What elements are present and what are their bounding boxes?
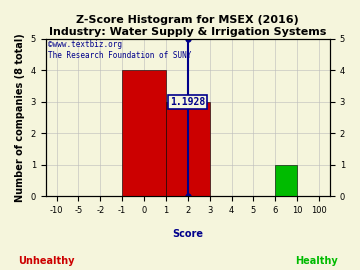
Bar — [166, 102, 210, 196]
Text: 1.1928: 1.1928 — [170, 97, 206, 107]
Text: Healthy: Healthy — [296, 256, 338, 266]
Title: Z-Score Histogram for MSEX (2016)
Industry: Water Supply & Irrigation Systems: Z-Score Histogram for MSEX (2016) Indust… — [49, 15, 327, 37]
Bar — [275, 165, 297, 196]
Text: ©www.textbiz.org
The Research Foundation of SUNY: ©www.textbiz.org The Research Foundation… — [49, 40, 192, 60]
Text: Unhealthy: Unhealthy — [19, 256, 75, 266]
Bar — [122, 70, 166, 196]
Y-axis label: Number of companies (8 total): Number of companies (8 total) — [15, 33, 25, 202]
X-axis label: Score: Score — [172, 229, 203, 239]
